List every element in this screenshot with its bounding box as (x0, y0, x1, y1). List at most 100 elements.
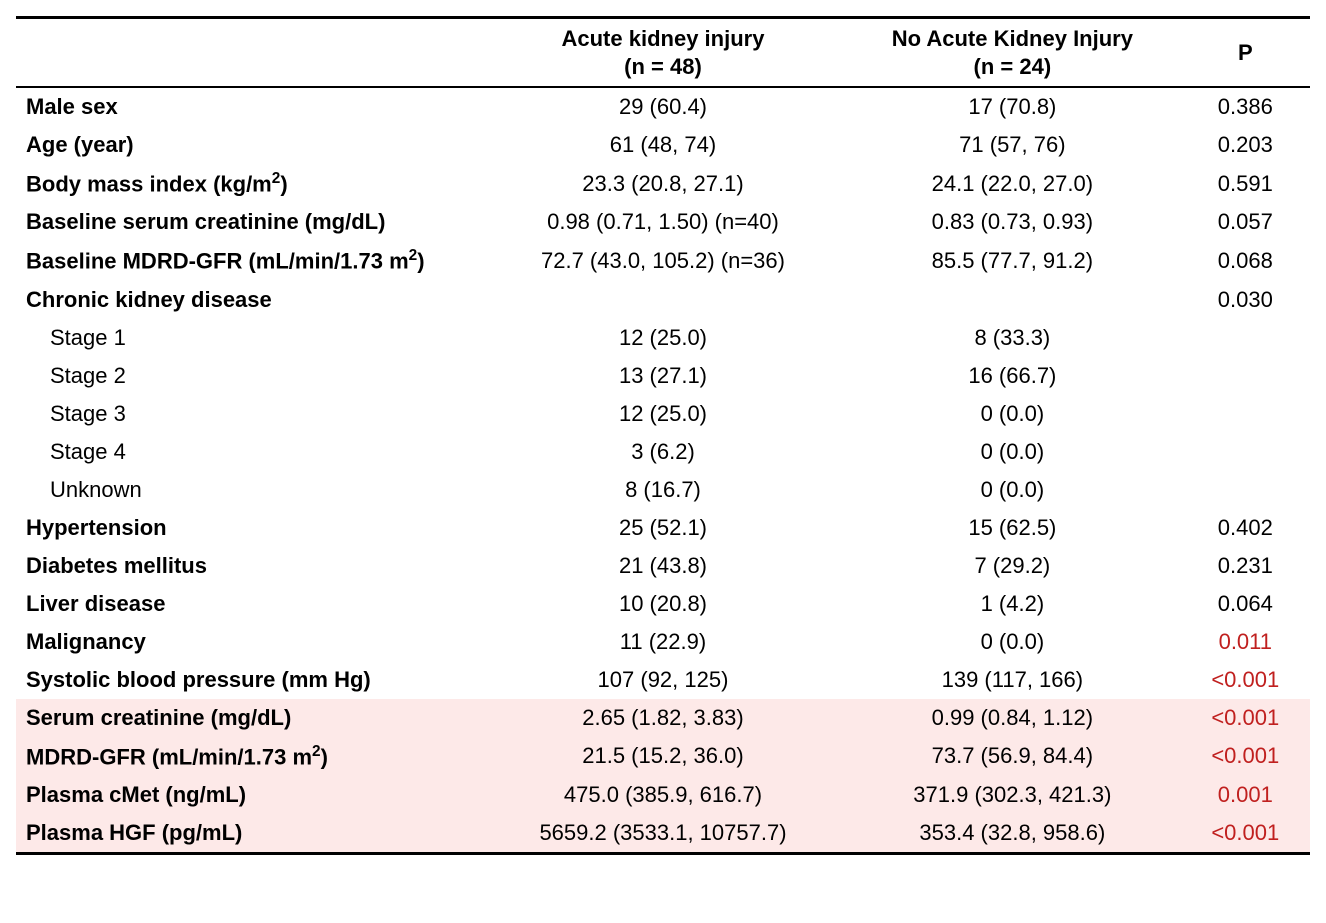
cell-p: 0.030 (1181, 281, 1310, 319)
table-row: Diabetes mellitus21 (43.8)7 (29.2)0.231 (16, 547, 1310, 585)
row-label: Liver disease (16, 585, 482, 623)
row-label: Plasma HGF (pg/mL) (16, 814, 482, 854)
cell-no-aki: 0 (0.0) (844, 395, 1180, 433)
cell-no-aki: 71 (57, 76) (844, 126, 1180, 164)
row-label: Serum creatinine (mg/dL) (16, 699, 482, 737)
cell-p: <0.001 (1181, 814, 1310, 854)
cell-aki: 107 (92, 125) (482, 661, 844, 699)
row-label: Male sex (16, 87, 482, 126)
cell-p (1181, 471, 1310, 509)
row-label: Stage 4 (16, 433, 482, 471)
table-row: MDRD-GFR (mL/min/1.73 m2)21.5 (15.2, 36.… (16, 737, 1310, 776)
cell-no-aki: 17 (70.8) (844, 87, 1180, 126)
table-header: Acute kidney injury(n = 48) No Acute Kid… (16, 18, 1310, 88)
row-label: Body mass index (kg/m2) (16, 164, 482, 203)
table-row: Chronic kidney disease 0.030 (16, 281, 1310, 319)
table-row: Plasma cMet (ng/mL)475.0 (385.9, 616.7)3… (16, 776, 1310, 814)
header-no-aki: No Acute Kidney Injury(n = 24) (844, 18, 1180, 88)
row-label: Stage 1 (16, 319, 482, 357)
cell-aki: 23.3 (20.8, 27.1) (482, 164, 844, 203)
row-label: Hypertension (16, 509, 482, 547)
row-label: Unknown (16, 471, 482, 509)
row-label: MDRD-GFR (mL/min/1.73 m2) (16, 737, 482, 776)
table-row: Baseline MDRD-GFR (mL/min/1.73 m2)72.7 (… (16, 241, 1310, 280)
table-row: Plasma HGF (pg/mL)5659.2 (3533.1, 10757.… (16, 814, 1310, 854)
table-row: Stage 312 (25.0)0 (0.0) (16, 395, 1310, 433)
cell-no-aki: 16 (66.7) (844, 357, 1180, 395)
cell-p (1181, 357, 1310, 395)
row-label: Baseline MDRD-GFR (mL/min/1.73 m2) (16, 241, 482, 280)
row-label: Diabetes mellitus (16, 547, 482, 585)
table-row: Male sex29 (60.4)17 (70.8)0.386 (16, 87, 1310, 126)
table-row: Stage 112 (25.0)8 (33.3) (16, 319, 1310, 357)
table-row: Serum creatinine (mg/dL)2.65 (1.82, 3.83… (16, 699, 1310, 737)
cell-aki: 3 (6.2) (482, 433, 844, 471)
cell-aki: 5659.2 (3533.1, 10757.7) (482, 814, 844, 854)
cell-aki: 21.5 (15.2, 36.0) (482, 737, 844, 776)
cell-p: 0.011 (1181, 623, 1310, 661)
row-label: Stage 3 (16, 395, 482, 433)
cell-p: 0.068 (1181, 241, 1310, 280)
cell-no-aki: 139 (117, 166) (844, 661, 1180, 699)
table-row: Liver disease10 (20.8)1 (4.2)0.064 (16, 585, 1310, 623)
cell-p: <0.001 (1181, 661, 1310, 699)
header-p: P (1181, 18, 1310, 88)
cell-p: 0.064 (1181, 585, 1310, 623)
cell-aki (482, 281, 844, 319)
cell-no-aki: 8 (33.3) (844, 319, 1180, 357)
cell-no-aki: 0 (0.0) (844, 623, 1180, 661)
header-variable (16, 18, 482, 88)
cell-aki: 8 (16.7) (482, 471, 844, 509)
cell-no-aki: 353.4 (32.8, 958.6) (844, 814, 1180, 854)
clinical-characteristics-table: Acute kidney injury(n = 48) No Acute Kid… (16, 16, 1310, 855)
row-label: Age (year) (16, 126, 482, 164)
cell-no-aki: 15 (62.5) (844, 509, 1180, 547)
table-row: Stage 43 (6.2)0 (0.0) (16, 433, 1310, 471)
cell-p (1181, 395, 1310, 433)
cell-aki: 12 (25.0) (482, 395, 844, 433)
table-row: Age (year)61 (48, 74)71 (57, 76)0.203 (16, 126, 1310, 164)
table-row: Unknown8 (16.7)0 (0.0) (16, 471, 1310, 509)
cell-no-aki: 73.7 (56.9, 84.4) (844, 737, 1180, 776)
cell-p: 0.057 (1181, 203, 1310, 241)
table-row: Malignancy11 (22.9)0 (0.0)0.011 (16, 623, 1310, 661)
cell-no-aki: 0.83 (0.73, 0.93) (844, 203, 1180, 241)
cell-aki: 21 (43.8) (482, 547, 844, 585)
cell-p: 0.591 (1181, 164, 1310, 203)
cell-no-aki (844, 281, 1180, 319)
cell-no-aki: 1 (4.2) (844, 585, 1180, 623)
row-label: Chronic kidney disease (16, 281, 482, 319)
cell-no-aki: 0 (0.0) (844, 471, 1180, 509)
table-row: Stage 213 (27.1)16 (66.7) (16, 357, 1310, 395)
table-row: Baseline serum creatinine (mg/dL)0.98 (0… (16, 203, 1310, 241)
cell-no-aki: 0.99 (0.84, 1.12) (844, 699, 1180, 737)
cell-aki: 2.65 (1.82, 3.83) (482, 699, 844, 737)
cell-p: 0.001 (1181, 776, 1310, 814)
cell-no-aki: 85.5 (77.7, 91.2) (844, 241, 1180, 280)
row-label: Malignancy (16, 623, 482, 661)
cell-aki: 11 (22.9) (482, 623, 844, 661)
row-label: Baseline serum creatinine (mg/dL) (16, 203, 482, 241)
cell-p: 0.402 (1181, 509, 1310, 547)
cell-aki: 72.7 (43.0, 105.2) (n=36) (482, 241, 844, 280)
cell-p: <0.001 (1181, 737, 1310, 776)
cell-aki: 13 (27.1) (482, 357, 844, 395)
cell-no-aki: 7 (29.2) (844, 547, 1180, 585)
cell-aki: 475.0 (385.9, 616.7) (482, 776, 844, 814)
cell-p: 0.386 (1181, 87, 1310, 126)
table-row: Body mass index (kg/m2)23.3 (20.8, 27.1)… (16, 164, 1310, 203)
cell-aki: 0.98 (0.71, 1.50) (n=40) (482, 203, 844, 241)
table-row: Systolic blood pressure (mm Hg)107 (92, … (16, 661, 1310, 699)
cell-p (1181, 433, 1310, 471)
cell-aki: 25 (52.1) (482, 509, 844, 547)
cell-aki: 29 (60.4) (482, 87, 844, 126)
cell-p: <0.001 (1181, 699, 1310, 737)
row-label: Stage 2 (16, 357, 482, 395)
cell-aki: 12 (25.0) (482, 319, 844, 357)
cell-p: 0.203 (1181, 126, 1310, 164)
cell-aki: 10 (20.8) (482, 585, 844, 623)
cell-aki: 61 (48, 74) (482, 126, 844, 164)
row-label: Systolic blood pressure (mm Hg) (16, 661, 482, 699)
cell-no-aki: 0 (0.0) (844, 433, 1180, 471)
cell-no-aki: 371.9 (302.3, 421.3) (844, 776, 1180, 814)
